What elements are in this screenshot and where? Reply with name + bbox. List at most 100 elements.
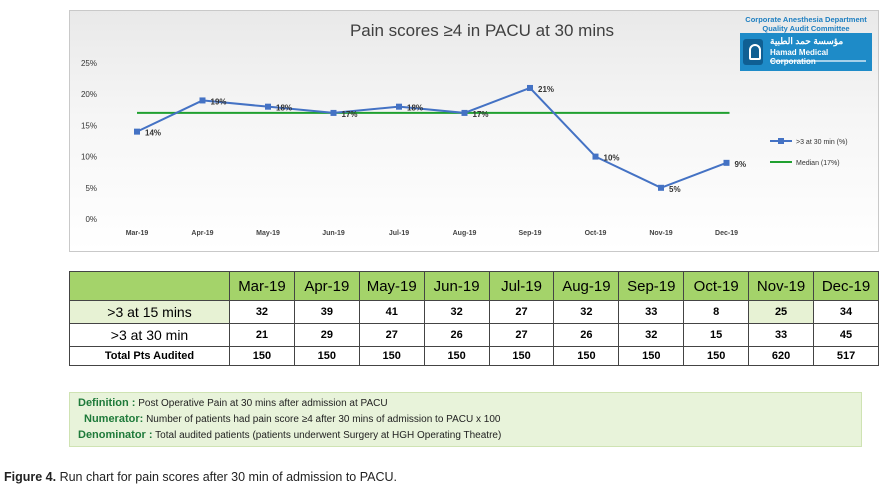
logo-line-2: Quality Audit Committee (762, 24, 850, 33)
table-cell: 26 (553, 323, 620, 347)
data-point (592, 153, 599, 160)
table-cell: 150 (553, 346, 620, 366)
row-label: >3 at 30 min (69, 323, 230, 347)
data-point (461, 109, 468, 116)
y-tick-label: 10% (81, 153, 97, 162)
hmc-emblem-icon (743, 39, 763, 65)
row-label: Total Pts Audited (69, 346, 230, 366)
table-cell: 150 (293, 346, 360, 366)
table-cell: 150 (618, 346, 685, 366)
x-tick-label: Jul-19 (389, 230, 409, 237)
data-point (658, 184, 664, 191)
column-header: Apr-19 (293, 271, 360, 301)
column-header: Jun-19 (423, 271, 490, 301)
data-table: Mar-19 Apr-19 May-19 Jun-19 Jul-19 Aug-1… (69, 271, 879, 366)
x-tick-label: Mar-19 (126, 230, 149, 237)
data-label: 10% (604, 154, 620, 163)
table-cell: 620 (748, 346, 815, 366)
column-header: May-19 (358, 271, 425, 301)
column-header: Aug-19 (553, 271, 620, 301)
column-header: Dec-19 (813, 271, 879, 301)
table-cell: 517 (813, 346, 879, 366)
table-cell: 39 (293, 300, 360, 324)
definition-line: Definition : Post Operative Pain at 30 m… (78, 397, 388, 409)
table-cell: 150 (488, 346, 555, 366)
table-cell: 15 (683, 323, 750, 347)
table-cell: 150 (423, 346, 490, 366)
row-label: >3 at 15 mins (69, 300, 230, 324)
y-tick-label: 0% (85, 215, 97, 224)
hospital-logo: Corporate Anesthesia Department Quality … (740, 15, 872, 79)
table-cell: 45 (813, 323, 879, 347)
x-tick-label: Sep-19 (519, 230, 542, 237)
denominator-line: Denominator : Total audited patients (pa… (78, 429, 501, 441)
table-cell: 32 (229, 300, 295, 324)
numerator-line: Numerator: Number of patients had pain s… (84, 413, 500, 425)
table-row: Total Pts Audited 150 150 150 150 150 15… (69, 346, 879, 366)
table-cell: 150 (358, 346, 425, 366)
caption-text: Run chart for pain scores after 30 min o… (59, 470, 397, 484)
legend-median-label: Median (17%) (796, 160, 840, 167)
figure-caption: Figure 4. Run chart for pain scores afte… (4, 470, 397, 484)
data-point (723, 159, 730, 166)
legend-series-label: >3 at 30 min (%) (796, 139, 848, 146)
line-chart: 0% 5% 10% 15% 20% 25% Mar-19 Apr-19 May-19 Jun-19… (81, 59, 848, 237)
data-label: 14% (145, 129, 161, 138)
data-point (134, 128, 140, 135)
x-tick-label: Apr-19 (191, 230, 213, 237)
table-cell: 8 (683, 300, 750, 324)
table-cell: 150 (683, 346, 750, 366)
x-tick-label: Nov-19 (649, 230, 672, 237)
data-label: 5% (669, 185, 681, 194)
logo-divider (770, 60, 866, 62)
table-cell: 25 (748, 300, 815, 324)
table-corner-cell (69, 271, 230, 301)
definition-text: Post Operative Pain at 30 mins after adm… (138, 398, 388, 409)
y-tick-label: 15% (81, 121, 97, 130)
x-tick-label: May-19 (256, 230, 280, 237)
column-header: Mar-19 (229, 271, 295, 301)
table-cell: 33 (748, 323, 815, 347)
x-tick-label: Oct-19 (585, 230, 607, 237)
data-label: 18% (276, 104, 292, 113)
logo-line-1: Corporate Anesthesia Department (745, 15, 867, 24)
table-cell: 32 (423, 300, 490, 324)
table-cell: 33 (618, 300, 685, 324)
numerator-text: Number of patients had pain score ≥4 aft… (146, 414, 501, 425)
caption-label: Figure 4. (4, 470, 57, 484)
chart-area: 0% 5% 10% 15% 20% 25% Mar-19 Apr-19 May-19 Jun-19… (69, 10, 879, 252)
y-tick-label: 20% (81, 90, 97, 99)
x-tick-label: Jun-19 (322, 230, 345, 237)
data-point (265, 103, 271, 110)
table-cell: 34 (813, 300, 879, 324)
table-cell: 32 (553, 300, 620, 324)
x-tick-label: Aug-19 (453, 230, 477, 237)
data-label: 9% (735, 160, 747, 169)
table-cell: 32 (618, 323, 685, 347)
chart-title: Pain scores ≥4 in PACU at 30 mins (349, 21, 615, 40)
table-cell: 27 (488, 300, 555, 324)
table-cell: 29 (293, 323, 360, 347)
table-cell: 150 (229, 346, 295, 366)
column-header: Nov-19 (748, 271, 815, 301)
definition-key: Definition : (78, 397, 136, 409)
x-tick-label: Dec-19 (715, 230, 738, 237)
data-label: 21% (538, 85, 554, 94)
definition-box: Definition : Post Operative Pain at 30 m… (69, 392, 862, 447)
data-point (199, 97, 206, 104)
table-cell: 27 (488, 323, 555, 347)
table-cell: 21 (229, 323, 295, 347)
data-point (330, 109, 337, 116)
data-label: 17% (342, 110, 358, 119)
table-cell: 41 (358, 300, 425, 324)
data-label: 18% (407, 104, 423, 113)
legend-series-marker (778, 138, 784, 144)
column-header: Oct-19 (683, 271, 750, 301)
logo-arabic-name: مؤسسة حمد الطبية (770, 36, 844, 46)
logo-badge: مؤسسة حمد الطبية Hamad Medical Corporati… (740, 33, 872, 71)
column-header: Sep-19 (618, 271, 685, 301)
denominator-key: Denominator : (78, 429, 153, 441)
table-header-row: Mar-19 Apr-19 May-19 Jun-19 Jul-19 Aug-1… (69, 271, 879, 301)
y-tick-label: 25% (81, 59, 97, 68)
table-cell: 26 (423, 323, 490, 347)
